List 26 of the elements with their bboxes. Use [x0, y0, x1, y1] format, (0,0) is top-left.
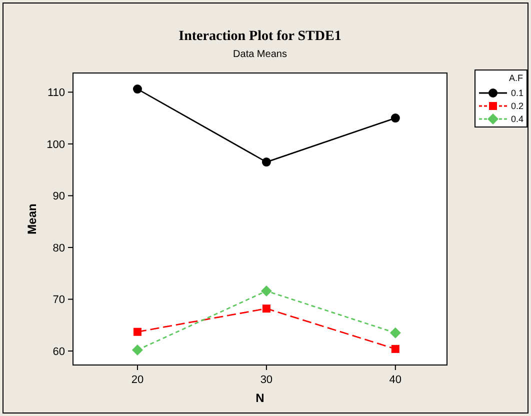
- x-tick-label: 20: [131, 374, 144, 386]
- legend-label: 0.1: [511, 88, 524, 98]
- y-tick-label: 60: [52, 346, 65, 358]
- y-tick-label: 80: [52, 242, 65, 254]
- chart-title: Interaction Plot for STDE1: [178, 29, 342, 44]
- x-axis-title: N: [256, 391, 264, 405]
- y-tick-label: 70: [52, 294, 65, 306]
- y-tick-label: 100: [46, 138, 65, 151]
- x-tick-label: 40: [389, 374, 402, 386]
- x-tick-label: 30: [260, 374, 273, 386]
- point: [262, 304, 270, 313]
- y-tick-label: 90: [52, 190, 65, 203]
- legend-label: 0.2: [511, 101, 524, 111]
- point: [390, 327, 401, 338]
- legend-label: 0.4: [511, 114, 524, 124]
- y-tick-label: 110: [47, 87, 65, 100]
- point: [262, 158, 271, 167]
- legend-title: A.F: [508, 73, 524, 83]
- point: [391, 344, 400, 353]
- point: [260, 285, 272, 296]
- chart-subtitle: Data Means: [233, 49, 287, 60]
- y-axis-title: Mean: [25, 204, 39, 234]
- point: [132, 344, 143, 356]
- point: [132, 84, 142, 94]
- point: [390, 114, 400, 123]
- point: [133, 328, 142, 336]
